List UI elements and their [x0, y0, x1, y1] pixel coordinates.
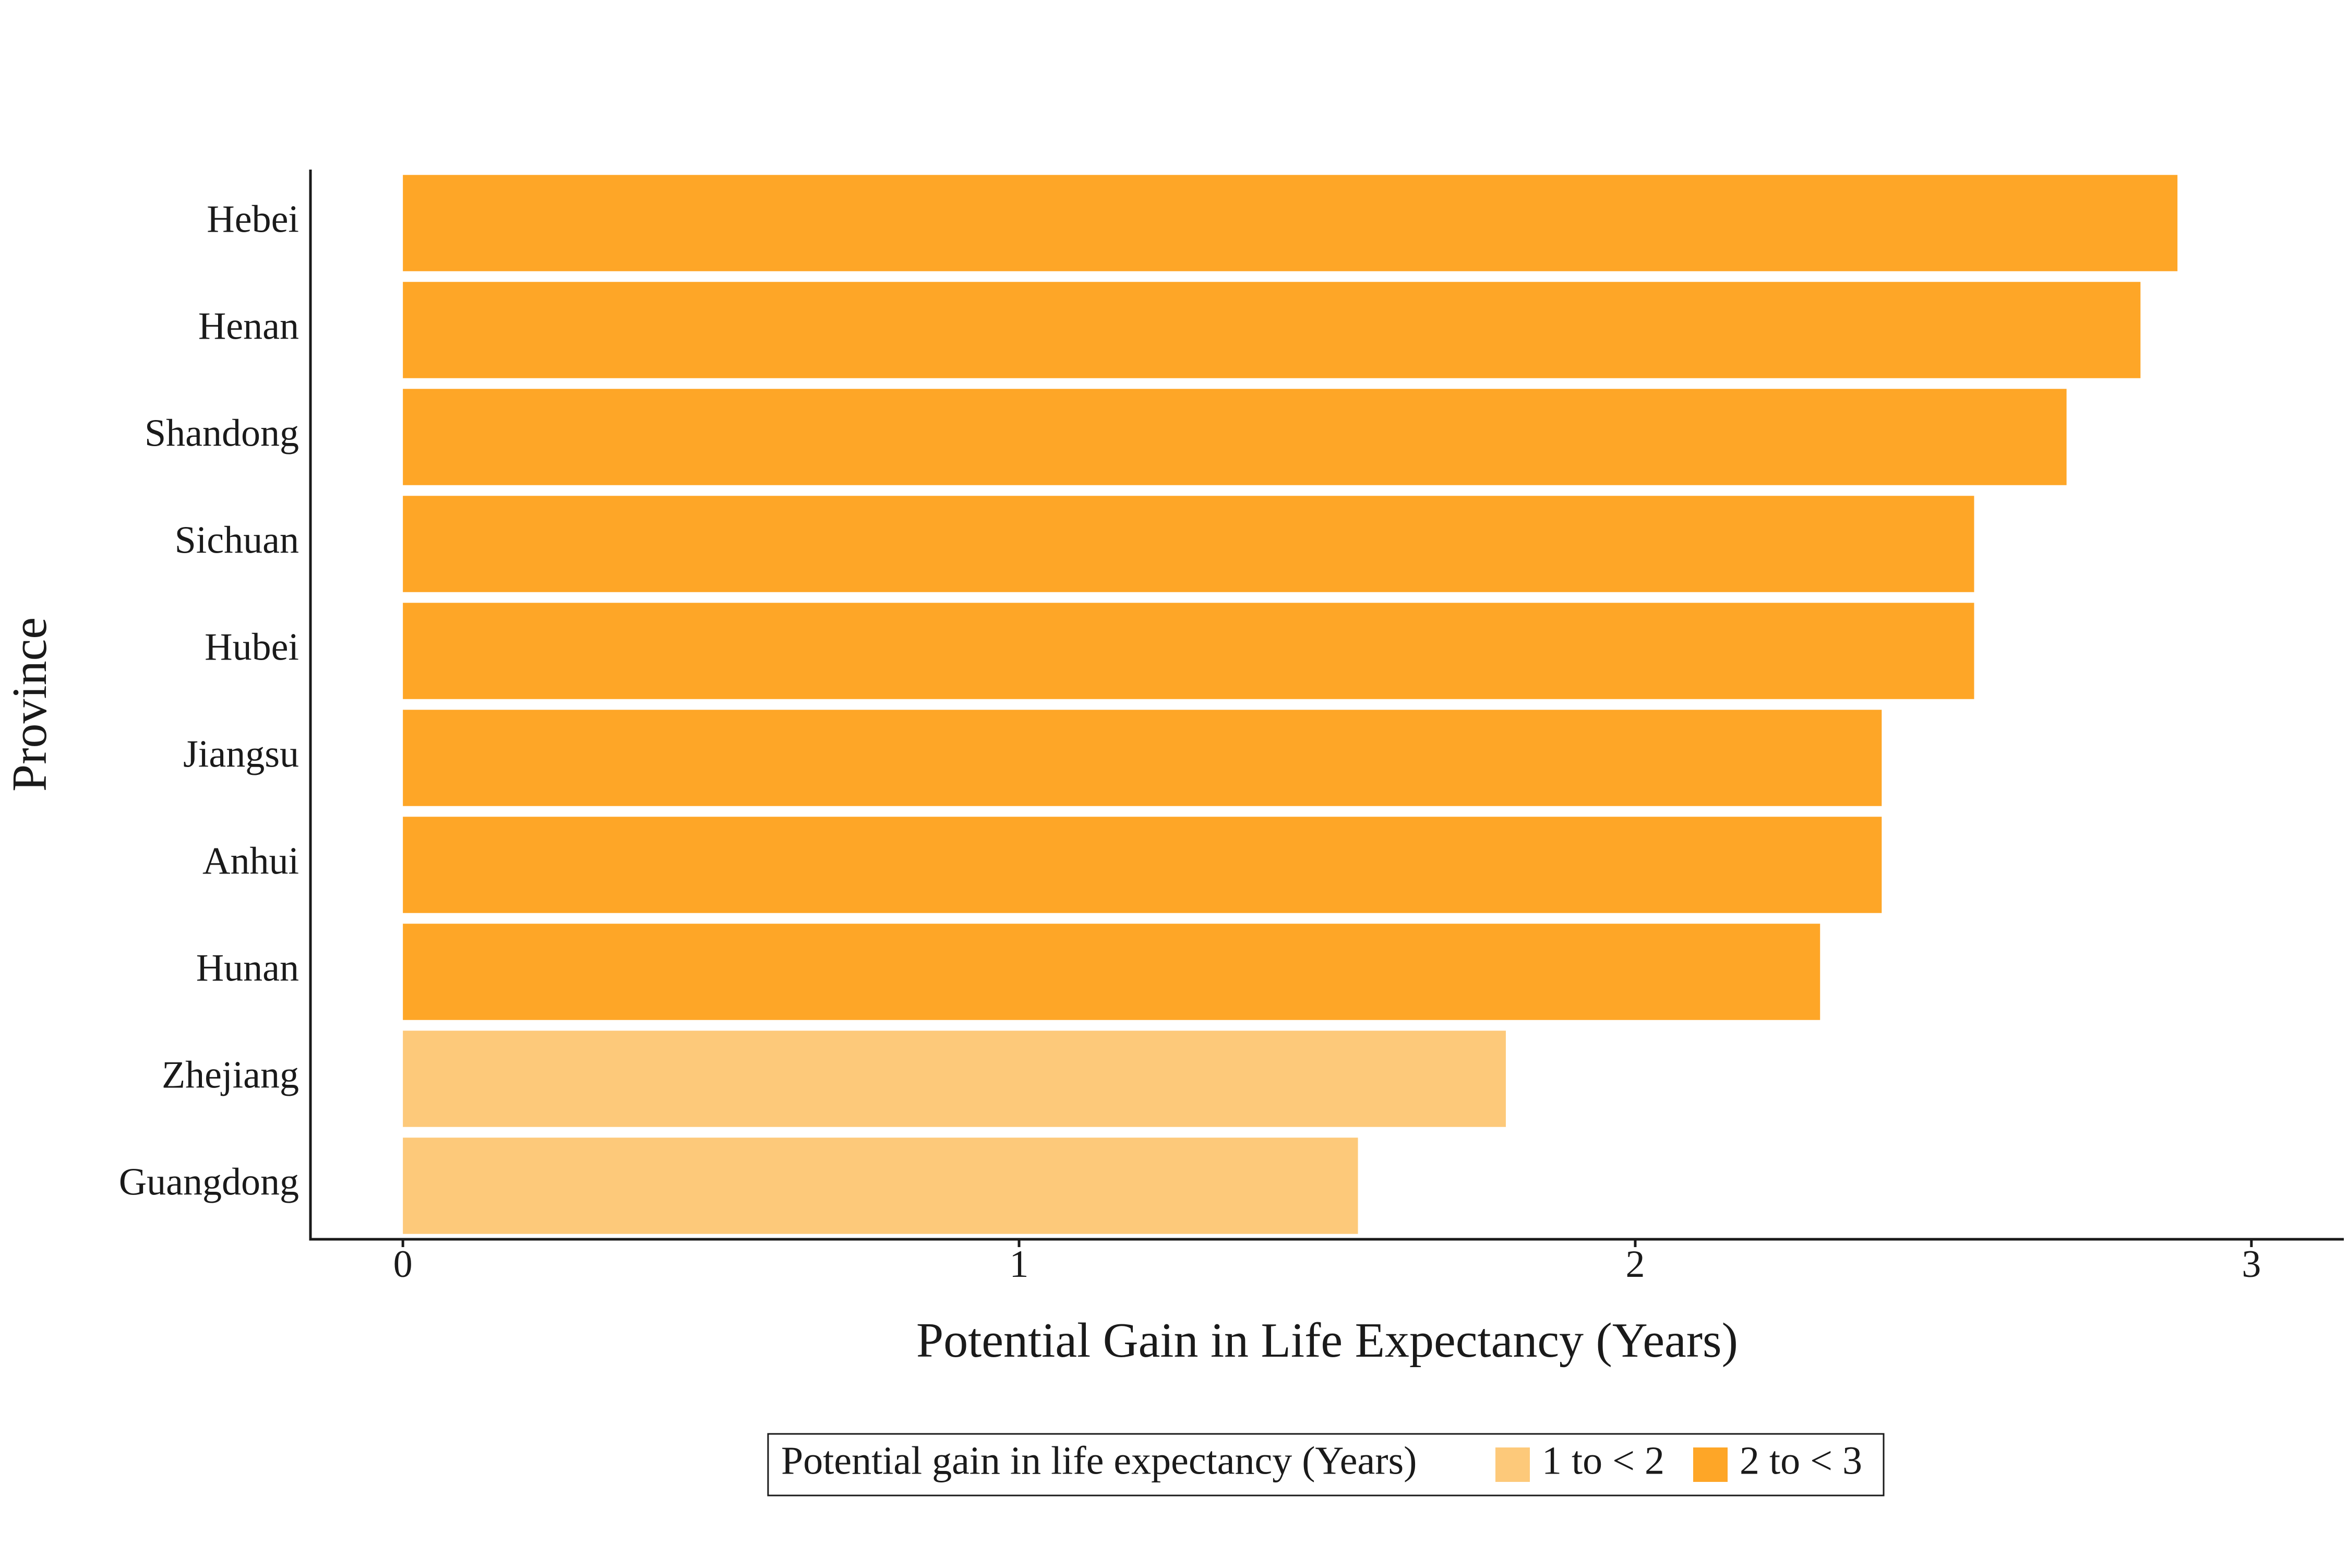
bar-hebei	[403, 175, 2178, 271]
bar-anhui	[403, 817, 1882, 913]
bar-hubei	[403, 603, 1974, 699]
bar-zhejiang	[403, 1031, 1506, 1127]
legend-label: 1 to < 2	[1542, 1439, 1664, 1482]
y-tick-label: Hunan	[196, 947, 299, 989]
axes-layer: Hebei Henan Shandong Sichuan Hubei Jiangsu Anh…	[3, 170, 2344, 1368]
y-tick-label: Hebei	[207, 198, 299, 241]
bar-guangdong	[403, 1138, 1358, 1234]
y-tick-label: Henan	[198, 305, 299, 348]
legend-key	[1495, 1447, 1530, 1482]
x-tick-label: 0	[393, 1243, 413, 1286]
y-tick-label: Guangdong	[119, 1160, 299, 1203]
x-tick-label: 1	[1010, 1243, 1029, 1286]
y-tick-label: Shandong	[145, 412, 299, 454]
y-tick-label: Zhejiang	[162, 1054, 299, 1096]
y-axis-title: Province	[3, 617, 57, 792]
bars-layer	[403, 175, 2178, 1234]
y-tick-label: Anhui	[202, 840, 299, 882]
y-tick-label: Sichuan	[175, 519, 299, 561]
bar-henan	[403, 282, 2141, 378]
bar-sichuan	[403, 496, 1974, 592]
x-axis-title: Potential Gain in Life Expectancy (Years…	[916, 1313, 1738, 1368]
bar-shandong	[403, 389, 2067, 485]
y-tick-label: Jiangsu	[183, 733, 299, 775]
legend-key	[1693, 1447, 1728, 1482]
bar-hunan	[403, 924, 1820, 1020]
y-tick-label: Hubei	[205, 626, 299, 668]
legend-label: 2 to < 3	[1740, 1439, 1862, 1482]
bar-jiangsu	[403, 710, 1882, 806]
x-tick-label: 2	[1625, 1243, 1645, 1286]
legend-title: Potential gain in life expectancy (Years…	[781, 1439, 1417, 1482]
legend: Potential gain in life expectancy (Years…	[767, 1433, 1885, 1497]
x-tick-label: 3	[2242, 1243, 2261, 1286]
